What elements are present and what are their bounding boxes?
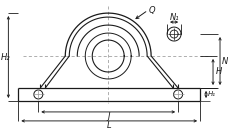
Text: H: H xyxy=(215,67,221,76)
Text: J: J xyxy=(106,112,109,121)
Text: H₂: H₂ xyxy=(0,53,10,62)
Text: Q: Q xyxy=(148,6,155,15)
Text: N₁: N₁ xyxy=(169,13,178,22)
Text: L: L xyxy=(106,121,111,130)
Text: N: N xyxy=(221,57,227,66)
Text: H₁: H₁ xyxy=(207,92,215,97)
